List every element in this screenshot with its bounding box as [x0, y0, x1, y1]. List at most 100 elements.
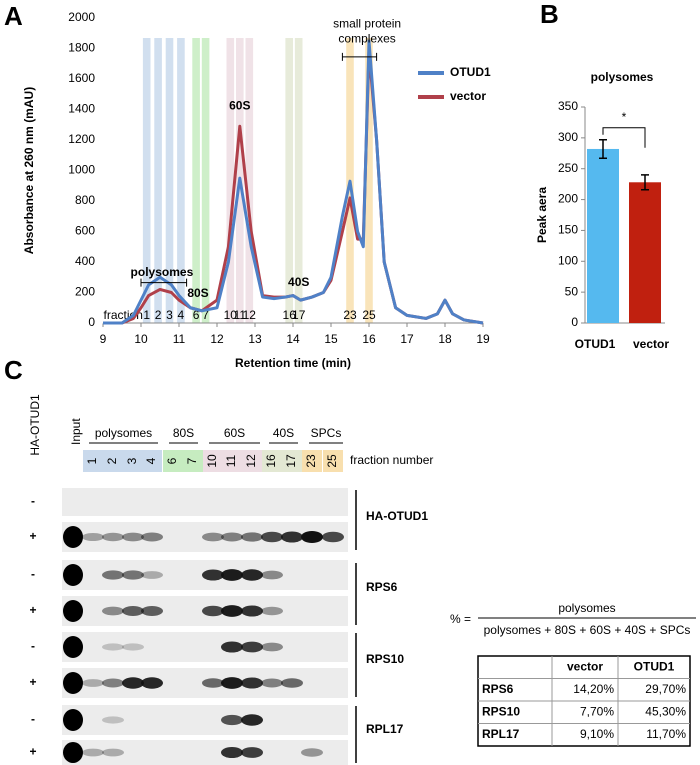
y-tick-label: 1600	[68, 71, 95, 85]
protein-label: HA-OTUD1	[366, 509, 428, 523]
fraction-band	[201, 38, 210, 323]
input-label: Input	[69, 418, 83, 445]
blot-band	[102, 678, 124, 688]
blot-strip	[62, 740, 348, 765]
protein-label: RPS6	[366, 580, 398, 594]
x-tick-label: 16	[362, 332, 376, 346]
fraction-number: 1	[85, 457, 99, 464]
fraction-cell	[323, 450, 343, 472]
y-axis-title: Absorbance at 260 nm (mAU)	[22, 87, 36, 254]
x-tick-label: 11	[173, 332, 186, 346]
fraction-number: 16	[264, 454, 278, 468]
x-tick-label: vector	[633, 337, 669, 351]
fraction-number: 11	[224, 454, 238, 467]
fraction-cell	[103, 450, 123, 472]
blot-band	[221, 569, 243, 581]
treatment-sign: +	[29, 603, 36, 617]
fraction-label: 2	[155, 308, 162, 322]
table-cell: 45,30%	[645, 704, 686, 718]
fraction-number: 3	[125, 457, 139, 464]
blot-band	[202, 569, 224, 581]
y-tick-label: 300	[558, 130, 578, 144]
fraction-cell	[302, 450, 322, 472]
blot-band	[141, 571, 163, 579]
blot-band	[261, 642, 283, 652]
fraction-cell	[183, 450, 203, 472]
blot-band	[281, 678, 303, 688]
fraction-band	[142, 38, 151, 323]
table-cell: 7,70%	[580, 704, 614, 718]
treatment-sign: +	[29, 529, 36, 543]
y-tick-label: 50	[565, 284, 579, 298]
significance: *	[622, 110, 627, 124]
y-tick-label: 800	[75, 193, 95, 207]
significance-bracket	[602, 127, 646, 148]
annotation: complexes	[338, 32, 395, 46]
blot-band	[261, 606, 283, 616]
x-tick-label: 14	[286, 332, 300, 346]
x-tick-label: 18	[438, 332, 452, 346]
fraction-number: 17	[284, 454, 298, 468]
table-header: vector	[567, 659, 603, 673]
blot-band	[221, 605, 243, 617]
fraction-number: 6	[165, 457, 179, 464]
annotation: 80S	[187, 286, 208, 300]
legend-label: OTUD1	[450, 65, 491, 79]
blot-band	[241, 747, 263, 758]
blot-band	[241, 677, 263, 689]
fraction-band	[192, 38, 200, 323]
fraction-number: 4	[144, 457, 158, 464]
blot-band	[122, 532, 144, 542]
blot-band	[301, 531, 323, 543]
x-tick-label: 17	[400, 332, 414, 346]
blot-band	[63, 709, 83, 731]
protein-label: RPL17	[366, 722, 404, 736]
fraction-cell	[142, 450, 162, 472]
x-axis-title: Retention time (min)	[235, 356, 351, 370]
error-bar	[599, 138, 607, 159]
fraction-label: 11	[234, 308, 247, 322]
table-cell: 29,70%	[645, 682, 686, 696]
y-tick-label: 200	[558, 192, 578, 206]
blot-band	[102, 716, 124, 724]
blot-band	[202, 678, 224, 688]
fraction-cell	[222, 450, 242, 472]
group-label: 40S	[273, 426, 294, 440]
blot-band	[301, 748, 323, 757]
blot-band	[122, 677, 144, 689]
fraction-band	[226, 38, 235, 323]
y-tick-label: 400	[75, 254, 95, 268]
x-tick-label: 12	[210, 332, 224, 346]
group-label: SPCs	[311, 426, 342, 440]
blot-strip	[62, 705, 348, 735]
blot-band	[102, 643, 124, 651]
y-tick-label: 1200	[68, 132, 95, 146]
y-axis-title: Peak aera	[535, 187, 549, 243]
fraction-label: 10	[224, 308, 238, 322]
blot-strip	[62, 488, 348, 516]
blot-band	[63, 600, 83, 622]
y-tick-label: 1000	[68, 163, 95, 177]
blot-band	[241, 569, 263, 581]
blot-band	[221, 714, 243, 726]
blot-band	[241, 605, 263, 617]
group-label: 80S	[173, 426, 194, 440]
y-tick-label: 600	[75, 224, 95, 238]
fraction-band	[245, 38, 254, 323]
fraction-band	[365, 38, 373, 323]
blot-band	[221, 746, 243, 759]
annotation: small protein	[333, 16, 401, 30]
fraction-number: 2	[105, 457, 119, 464]
fraction-cell	[262, 450, 282, 472]
blot-band	[82, 532, 104, 542]
panel-label: B	[540, 0, 559, 29]
bracket	[140, 278, 188, 287]
blot-band	[63, 742, 83, 763]
construct-label: HA-OTUD1	[28, 394, 42, 456]
fraction-label: 23	[343, 308, 357, 322]
blot-band	[122, 606, 144, 616]
blot-band	[102, 570, 124, 580]
blot-band	[202, 605, 224, 617]
y-tick-label: 1400	[68, 102, 95, 116]
